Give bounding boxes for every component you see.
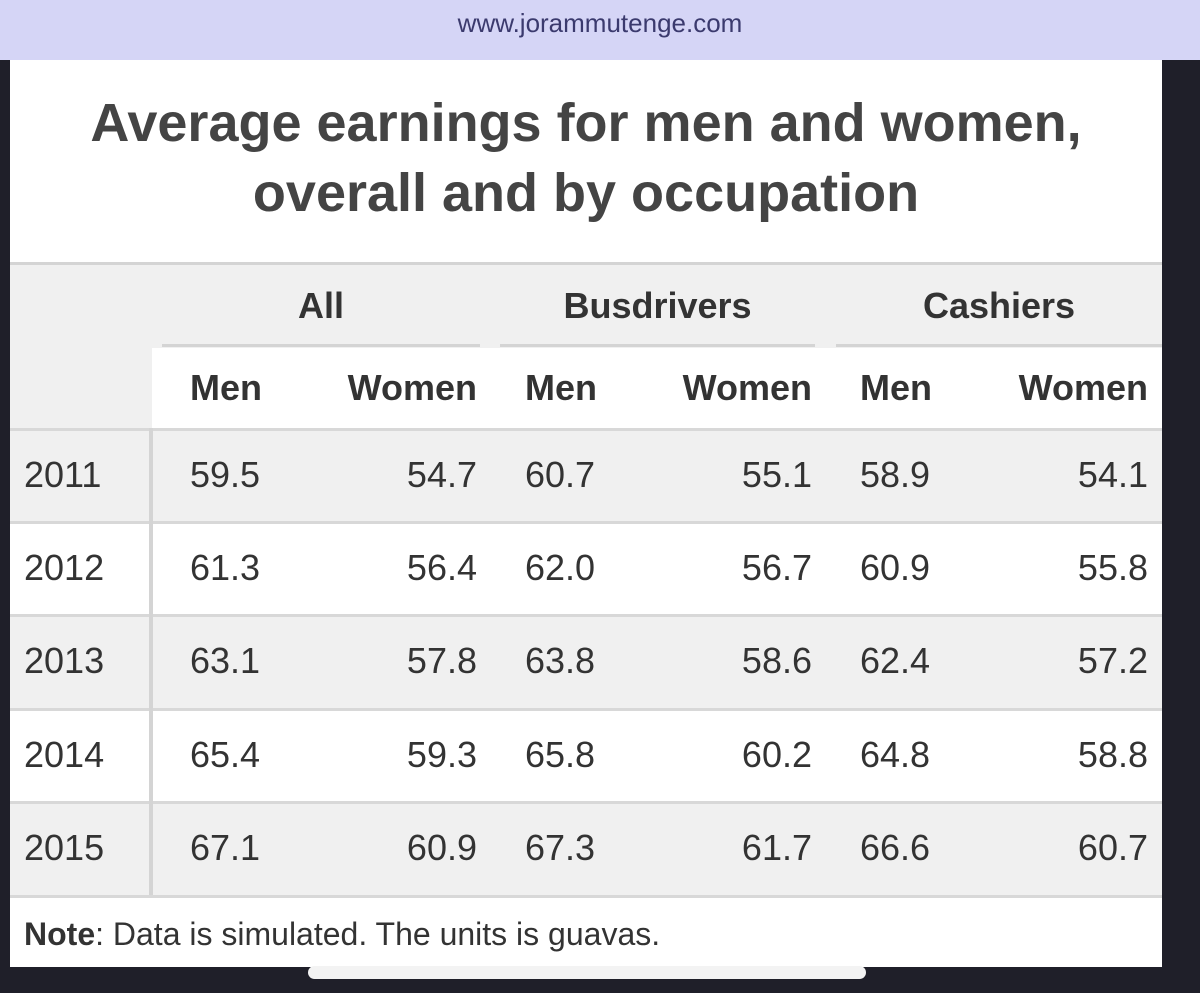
row-border <box>10 895 1162 898</box>
row-border <box>10 521 1162 524</box>
table-cell: 63.8 <box>525 640 596 681</box>
table-cell: 67.3 <box>525 827 596 868</box>
table-cell: 60.9 <box>406 827 477 868</box>
table-cell: 60.7 <box>1077 827 1148 868</box>
header-top-border <box>10 262 1162 265</box>
table-cell: 60.2 <box>741 733 812 775</box>
browser-bar: www.jorammutenge.com <box>0 0 1200 60</box>
table-cell: 59.5 <box>190 453 261 495</box>
table-cell: 64.8 <box>860 733 931 775</box>
table-cell: 67.1 <box>190 827 261 868</box>
table-cell: 61.7 <box>741 827 812 868</box>
group-header: Cashiers <box>922 285 1076 326</box>
row-border <box>10 614 1162 617</box>
table-cell: 55.8 <box>1077 546 1148 588</box>
column-header: Men <box>860 367 932 408</box>
column-header: Women <box>682 367 812 408</box>
stub-border <box>149 428 153 895</box>
table-cell: 60.9 <box>860 546 931 588</box>
row-label: 2014 <box>24 733 105 775</box>
table-cell: 54.7 <box>406 453 477 495</box>
row-label: 2015 <box>24 827 105 868</box>
column-header: Men <box>525 367 597 408</box>
group-underline <box>836 344 1162 347</box>
row-background <box>10 521 1162 614</box>
row-background <box>10 614 1162 708</box>
group-header: Busdrivers <box>563 285 752 326</box>
row-background <box>10 708 1162 801</box>
table-cell: 66.6 <box>860 827 931 868</box>
table-cell: 56.7 <box>741 546 812 588</box>
table-cell: 65.4 <box>190 733 261 775</box>
table-cell: 58.6 <box>741 640 812 681</box>
table-cell: 55.1 <box>741 453 812 495</box>
row-border <box>10 428 1162 431</box>
row-label: 2013 <box>24 640 105 681</box>
row-background <box>10 428 1162 521</box>
column-header: Men <box>190 367 262 408</box>
note-label: Note <box>24 916 96 952</box>
row-border <box>10 801 1162 804</box>
group-header: All <box>297 285 344 326</box>
group-underline <box>500 344 815 347</box>
note-text: : Data is simulated. The units is guavas… <box>95 916 661 952</box>
table-cell: 61.3 <box>190 546 261 588</box>
table-cell: 60.7 <box>525 453 596 495</box>
table-cell: 59.3 <box>406 733 477 775</box>
url[interactable]: www.jorammutenge.com <box>457 8 743 38</box>
table-cell: 65.8 <box>525 733 596 775</box>
table-cell: 58.9 <box>860 453 931 495</box>
home-indicator[interactable] <box>308 966 866 979</box>
row-background <box>10 801 1162 895</box>
subheader-background <box>152 348 1162 428</box>
table-cell: 63.1 <box>190 640 261 681</box>
column-header: Women <box>1018 367 1148 408</box>
group-underline <box>162 344 480 347</box>
table-cell: 56.4 <box>406 546 477 588</box>
row-label: 2011 <box>24 453 102 495</box>
table-cell: 57.8 <box>406 640 477 681</box>
table-cell: 62.0 <box>525 546 596 588</box>
table-cell: 57.2 <box>1077 640 1148 681</box>
row-border <box>10 708 1162 711</box>
table-cell: 54.1 <box>1077 453 1148 495</box>
note: Note: Data is simulated. The units is gu… <box>24 914 660 954</box>
table-title: Average earnings for men and women, over… <box>90 93 1082 223</box>
table-cell: 58.8 <box>1077 733 1148 775</box>
row-label: 2012 <box>24 546 105 588</box>
table-cell: 62.4 <box>860 640 931 681</box>
column-header: Women <box>347 367 477 408</box>
